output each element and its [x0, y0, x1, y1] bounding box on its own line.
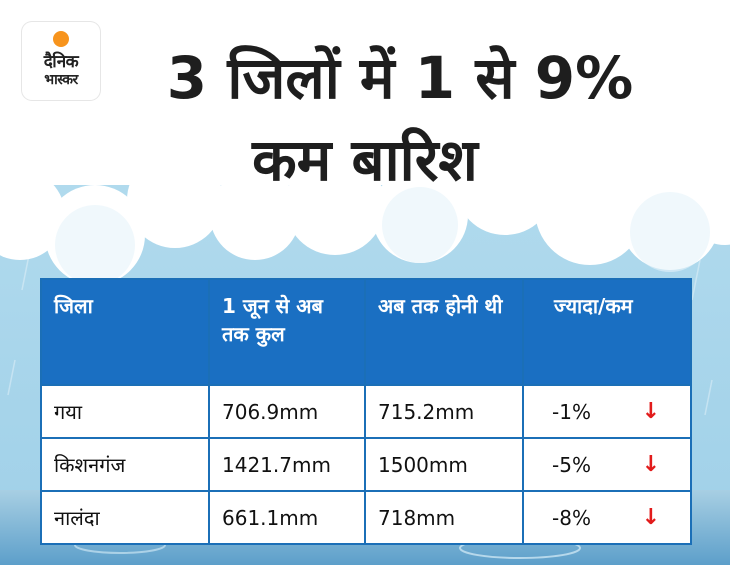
header-total: 1 जून से अब तक कुल [208, 278, 366, 386]
district-cell: गया [40, 384, 210, 439]
headline-line1: 3 जिलों में 1 से 9% [166, 44, 634, 112]
dainik-bhaskar-logo: दैनिक भास्कर [22, 22, 100, 100]
table-row: किशनगंज 1421.7mm 1500mm -5% ↓ [40, 437, 692, 492]
change-value: -8% [552, 505, 591, 530]
header-change: ज्यादा/कम [522, 278, 692, 386]
change-cell: -5% ↓ [522, 437, 692, 492]
table-row: गया 706.9mm 715.2mm -1% ↓ [40, 384, 692, 439]
district-cell: नालंदा [40, 490, 210, 545]
change-value: -5% [552, 452, 591, 477]
header-district: जिला [40, 278, 210, 386]
total-cell: 661.1mm [208, 490, 366, 545]
table-header-row: जिला 1 जून से अब तक कुल अब तक होनी थी ज्… [40, 278, 692, 386]
total-cell: 706.9mm [208, 384, 366, 439]
change-value: -1% [552, 399, 591, 424]
logo-text-line1: दैनिक [43, 52, 79, 72]
headline-line2: कम बारिश [252, 126, 478, 194]
expected-cell: 715.2mm [364, 384, 524, 439]
down-arrow-icon: ↓ [641, 452, 660, 477]
table-row: नालंदा 661.1mm 718mm -8% ↓ [40, 490, 692, 545]
expected-cell: 718mm [364, 490, 524, 545]
sun-icon [53, 31, 69, 47]
down-arrow-icon: ↓ [641, 399, 660, 424]
district-cell: किशनगंज [40, 437, 210, 492]
change-cell: -1% ↓ [522, 384, 692, 439]
rainfall-table: जिला 1 जून से अब तक कुल अब तक होनी थी ज्… [40, 278, 692, 545]
change-cell: -8% ↓ [522, 490, 692, 545]
header-expected: अब तक होनी थी [364, 278, 524, 386]
down-arrow-icon: ↓ [641, 505, 660, 530]
total-cell: 1421.7mm [208, 437, 366, 492]
logo-text-line2: भास्कर [44, 72, 78, 88]
expected-cell: 1500mm [364, 437, 524, 492]
cloud-shape [0, 0, 730, 285]
